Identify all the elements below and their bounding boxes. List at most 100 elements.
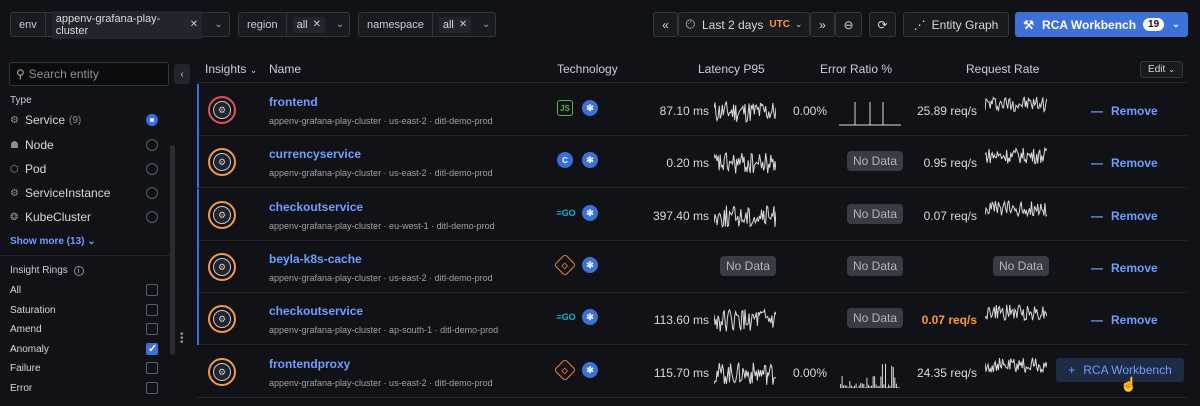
service-name-link[interactable]: frontendproxy [269,357,351,371]
close-icon[interactable]: ✕ [312,19,321,30]
column-request-rate[interactable]: Request Rate [966,62,1040,76]
table-row[interactable]: ⚙ frontendproxy appenv-grafana-play-cluste… [197,346,1187,398]
radio-selected[interactable] [146,114,158,126]
checkbox[interactable] [146,362,158,374]
kubernetes-icon: ✻ [582,257,598,273]
ring-option-all[interactable]: All [10,281,158,299]
chevron-down-icon[interactable]: ⌄ [481,19,491,30]
error-no-data: No Data [847,151,904,171]
entity-table: Insights ⌄ Name Technology Latency P95 E… [197,56,1197,406]
resize-handle-icon[interactable]: • • • [180,329,184,348]
insight-ring-icon[interactable]: ⚙ [208,96,236,124]
table-row[interactable]: ⚙ checkoutservice appenv-grafana-play-clus… [197,293,1187,345]
checkbox[interactable] [146,304,158,316]
region-filter[interactable]: region all ✕ ⌄ [238,12,350,37]
refresh-button[interactable]: ⟳ [869,12,896,37]
checkbox[interactable] [146,382,158,394]
show-more-link[interactable]: Show more (13) ⌄ [10,236,96,247]
type-option-pod[interactable]: ⬡ Pod [10,159,158,179]
chevron-down-icon[interactable]: ⌄ [214,19,223,30]
radio[interactable] [146,163,158,175]
ring-option-failure[interactable]: Failure [10,359,158,377]
top-bar: env appenv-grafana-play-cluster ✕ ⌄ regi… [0,0,1200,50]
chevron-down-icon: ⌄ [87,236,96,247]
column-error-ratio[interactable]: Error Ratio % [820,62,893,76]
kubernetes-icon: ✻ [582,205,598,221]
column-latency[interactable]: Latency P95 [698,62,765,76]
ring-option-saturation[interactable]: Saturation [10,301,158,319]
remove-button[interactable]: — Remove [1091,156,1158,170]
type-option-node[interactable]: ☗ Node [10,135,158,155]
column-name[interactable]: Name [269,62,302,76]
service-meta: appenv-grafana-play-cluster · us-east-2 … [269,116,493,126]
time-forward-button[interactable]: » [810,12,835,37]
rca-workbench-button[interactable]: ⚒ RCA Workbench 19 ⌄ [1015,12,1188,37]
type-option-serviceinstance[interactable]: ⚙ ServiceInstance [10,183,158,203]
latency-value: 115.70 ms [653,366,709,380]
ring-option-anomaly[interactable]: Anomaly [10,340,158,358]
search-box[interactable]: ⚲ [9,62,169,86]
error-no-data: No Data [847,308,904,328]
chevron-down-icon: ⌄ [794,19,803,29]
latency-value: 397.40 ms [652,209,709,223]
radio[interactable] [146,139,158,151]
service-name-link[interactable]: frontend [269,95,318,109]
kubernetes-icon: ✻ [582,152,598,168]
search-icon: ⚲ [16,67,25,81]
table-row[interactable]: ⚙ frontend appenv-grafana-play-cluster · u… [197,84,1187,136]
pointer-cursor-icon: ☝ [1120,376,1138,392]
service-name-link[interactable]: beyla-k8s-cache [269,252,362,266]
table-row[interactable]: ⚙ checkoutservice appenv-grafana-play-clus… [197,189,1187,241]
insight-ring-icon[interactable]: ⚙ [208,253,236,281]
zoom-out-button[interactable]: ⊖ [835,12,862,37]
chevron-down-icon[interactable]: ⌄ [335,19,345,30]
namespace-filter[interactable]: namespace all ✕ ⌄ [358,12,496,37]
remove-button[interactable]: — Remove [1091,313,1158,327]
ring-option-error[interactable]: Error [10,379,158,397]
env-filter[interactable]: env appenv-grafana-play-cluster ✕ ⌄ [10,10,230,39]
service-name-link[interactable]: checkoutservice [269,304,364,318]
remove-button[interactable]: — Remove [1091,261,1158,275]
table-row[interactable]: ⚙ beyla-k8s-cache appenv-grafana-play-clus… [197,241,1187,293]
column-insights[interactable]: Insights ⌄ [205,62,258,76]
time-range-picker[interactable]: 🕘︎ Last 2 days UTC ⌄ [678,12,810,37]
search-input[interactable] [28,67,159,81]
insight-ring-icon[interactable]: ⚙ [208,148,236,176]
error-ratio-chart [839,102,901,126]
service-name-link[interactable]: currencyservice [269,147,362,161]
insight-ring-icon[interactable]: ⚙ [208,305,236,333]
type-option-service[interactable]: ⚙ Service (9) [10,110,158,130]
insight-ring-icon[interactable]: ⚙ [208,201,236,229]
region-filter-chip[interactable]: all ✕ [292,16,325,33]
table-row[interactable]: ⚙ currencyservice appenv-grafana-play-clus… [197,136,1187,188]
close-icon[interactable]: ✕ [189,19,199,30]
rust-icon: ◇ [553,253,577,277]
service-name-link[interactable]: checkoutservice [269,200,364,214]
checkbox[interactable] [146,323,158,335]
remove-button[interactable]: — Remove [1091,209,1158,223]
clock-icon: 🕘︎ [685,17,696,31]
column-technology[interactable]: Technology [557,62,618,76]
checkbox[interactable] [146,284,158,296]
service-gear-icon: ⚙ [213,206,231,224]
service-meta: appenv-grafana-play-cluster · us-east-2 … [269,273,493,283]
type-option-kubecluster[interactable]: ❂ KubeCluster [10,207,158,227]
sidebar-scrollbar[interactable] [170,145,175,355]
checkbox-checked[interactable] [146,342,158,355]
latency-sparkline [714,308,776,332]
radio[interactable] [146,187,158,199]
remove-button[interactable]: — Remove [1091,104,1158,118]
edit-columns-button[interactable]: Edit ⌄ [1140,61,1183,78]
radio[interactable] [146,211,158,223]
info-icon[interactable]: i [73,266,84,276]
namespace-filter-chip[interactable]: all ✕ [438,16,472,33]
add-to-rca-workbench-button[interactable]: + RCA Workbench [1056,358,1184,382]
insight-rings-title: Insight Rings i [10,265,84,276]
time-back-button[interactable]: « [653,12,678,37]
ring-option-amend[interactable]: Amend [10,320,158,338]
entity-graph-button[interactable]: ⋰ Entity Graph [903,12,1009,37]
close-icon[interactable]: ✕ [458,19,468,30]
insight-ring-icon[interactable]: ⚙ [208,358,236,386]
collapse-sidebar-button[interactable]: ‹ [174,64,190,84]
env-filter-chip[interactable]: appenv-grafana-play-cluster ✕ [51,10,203,39]
